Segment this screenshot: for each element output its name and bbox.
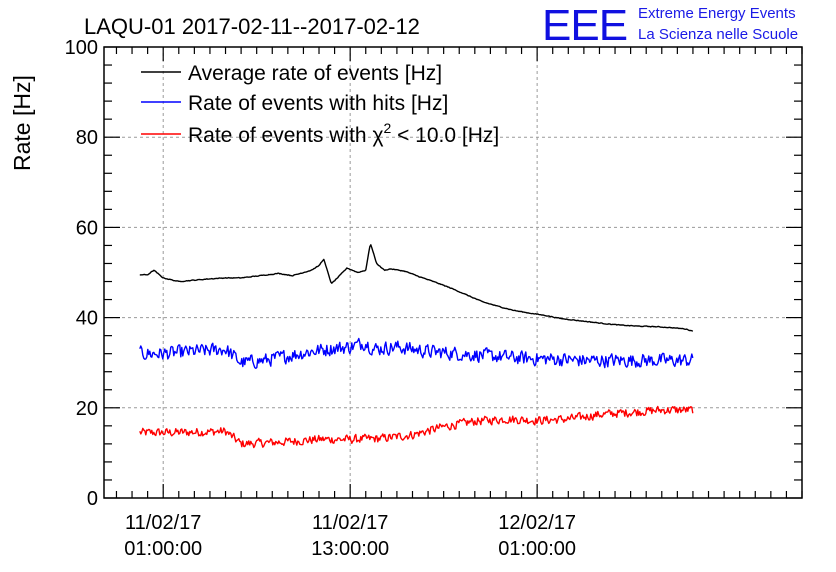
plot-frame — [103, 46, 803, 499]
axis-ticks: 0 20 40 60 80 100 11/02/17 01:00:00 11/02/17 13:0… — [65, 37, 803, 560]
legend: Average rate of events [Hz] Rate of event… — [141, 62, 499, 147]
chart-title: LAQU-01 2017-02-11--2017-02-12 — [84, 14, 420, 39]
y-tick-label: 80 — [76, 127, 98, 149]
eee-logo: EEE Extreme Energy Events La Scienza nel… — [542, 1, 798, 50]
x-tick-label-date: 11/02/17 — [312, 512, 388, 534]
logo-mark: EEE — [542, 1, 627, 50]
data-series — [139, 244, 694, 449]
x-tick-label-time: 01:00:00 — [498, 538, 576, 560]
y-tick-label: 40 — [76, 308, 98, 330]
legend-label-1: Rate of events with hits [Hz] — [188, 92, 448, 115]
series-line-2 — [139, 405, 694, 449]
logo-line-2: La Scienza nelle Scuole — [638, 26, 798, 43]
legend-label-0: Average rate of events [Hz] — [188, 62, 442, 85]
y-tick-label: 100 — [65, 37, 98, 59]
y-tick-label: 20 — [76, 398, 98, 420]
y-axis-label: Rate [Hz] — [9, 75, 35, 171]
y-tick-label: 0 — [87, 488, 98, 510]
x-tick-label-date: 12/02/17 — [498, 512, 576, 534]
x-tick-label-time: 13:00:00 — [311, 538, 389, 560]
x-tick-label-date: 11/02/17 — [125, 512, 201, 534]
series-line-0 — [139, 244, 694, 332]
x-tick-label-time: 01:00:00 — [124, 538, 202, 560]
grid-lines — [104, 47, 802, 498]
series-line-1 — [139, 337, 694, 369]
y-tick-label: 60 — [76, 217, 98, 239]
plot-border — [103, 46, 803, 499]
legend-label-2: Rate of events with χ2 < 10.0 [Hz] — [188, 120, 499, 147]
logo-line-1: Extreme Energy Events — [638, 5, 796, 22]
